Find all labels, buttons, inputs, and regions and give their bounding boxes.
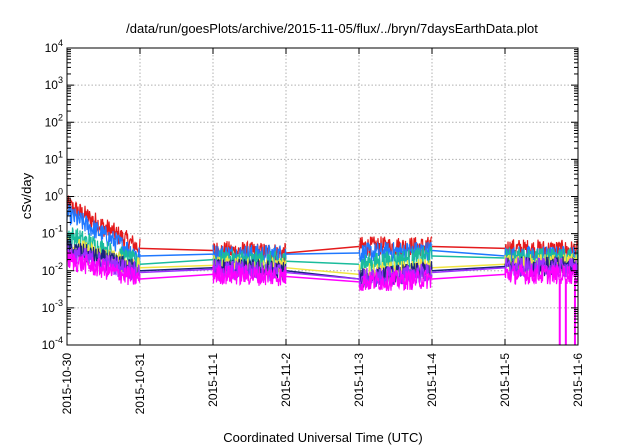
y-tick-label: 10-3 xyxy=(42,298,63,315)
x-tick-label: 2015-10-30 xyxy=(60,353,74,415)
series-gap-connector xyxy=(139,247,214,252)
x-tick-label: 2015-10-31 xyxy=(133,353,147,415)
axes xyxy=(66,47,579,346)
series-gap-connector xyxy=(431,249,506,257)
series-gap-connector xyxy=(285,275,360,283)
series-gap-connector xyxy=(431,273,506,280)
series-line xyxy=(66,202,141,263)
series-gap-connector xyxy=(431,265,506,272)
series-gap-connector xyxy=(139,267,214,272)
series-line xyxy=(504,255,579,279)
series-line xyxy=(212,263,287,287)
y-tick-label: 10-2 xyxy=(42,261,63,278)
series-layer xyxy=(66,195,579,345)
x-tick-label: 2015-11-4 xyxy=(425,353,439,407)
series-gap-connector xyxy=(431,245,506,250)
y-tick-label: 100 xyxy=(45,187,63,204)
y-tick-label: 102 xyxy=(45,112,63,129)
series-gap-connector xyxy=(431,255,506,259)
x-tick-label: 2015-11-3 xyxy=(352,353,366,407)
series-gap-connector xyxy=(285,271,360,280)
tick-labels: 2015-10-30 2015-10-31 2015-11-1 2015-11-2 20… xyxy=(42,38,585,414)
grid xyxy=(67,48,578,345)
y-tick-label: 101 xyxy=(45,149,63,166)
x-tick-label: 2015-11-5 xyxy=(498,353,512,407)
x-tick-label: 2015-11-1 xyxy=(206,353,220,407)
series-gap-connector xyxy=(431,263,506,269)
plot-frame xyxy=(66,47,579,346)
y-axis-label: cSv/day xyxy=(19,172,34,219)
series-gap-connector xyxy=(285,267,360,276)
series-line xyxy=(358,269,433,292)
series-gap-connector xyxy=(139,253,214,257)
series xyxy=(66,202,579,267)
series-gap-connector xyxy=(139,268,214,274)
y-tick-label: 103 xyxy=(45,75,63,92)
x-axis-label: Coordinated Universal Time (UTC) xyxy=(223,430,422,445)
series-line xyxy=(358,236,433,258)
series xyxy=(66,195,579,263)
series-gap-connector xyxy=(431,267,506,274)
series-gap-connector xyxy=(285,252,360,255)
series-line xyxy=(358,246,433,275)
series-gap-connector xyxy=(285,245,360,254)
y-tick-label: 10-4 xyxy=(42,335,63,352)
x-tick-label: 2015-11-6 xyxy=(571,353,585,407)
series-gap-connector xyxy=(139,273,214,280)
series-gap-connector xyxy=(139,264,214,269)
y-tick-label: 10-1 xyxy=(42,224,63,241)
series-gap-connector xyxy=(139,258,214,265)
x-tick-label: 2015-11-2 xyxy=(279,353,293,407)
series-line xyxy=(66,250,141,286)
y-tick-label: 104 xyxy=(45,38,63,55)
chart-title: /data/run/goesPlots/archive/2015-11-05/f… xyxy=(126,21,538,36)
series-gap-connector xyxy=(285,260,360,265)
